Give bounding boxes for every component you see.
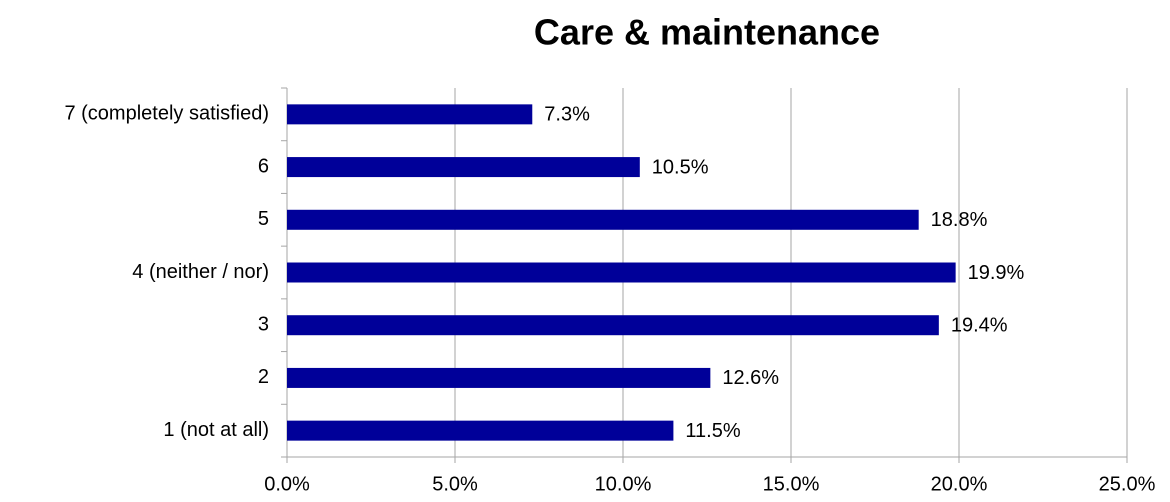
value-label: 11.5%	[685, 420, 740, 442]
value-label: 10.5%	[652, 156, 709, 178]
value-label: 18.8%	[931, 209, 988, 231]
chart-title: Care & maintenance	[534, 12, 880, 53]
bar	[287, 367, 711, 388]
bar	[287, 209, 919, 230]
y-tick-label: 2	[258, 366, 269, 388]
x-tick-label: 5.0%	[432, 473, 478, 495]
x-tick-label: 0.0%	[264, 473, 310, 495]
x-tick-label: 15.0%	[763, 473, 820, 495]
value-label: 12.6%	[722, 367, 779, 389]
y-tick-label: 3	[258, 313, 269, 335]
y-tick-label: 5	[258, 208, 269, 230]
value-label: 19.4%	[951, 314, 1008, 336]
x-tick-label: 25.0%	[1099, 473, 1156, 495]
value-label: 19.9%	[968, 262, 1025, 284]
y-tick-label: 4 (neither / nor)	[132, 261, 269, 283]
bar	[287, 104, 533, 125]
bar	[287, 420, 674, 441]
x-tick-label: 20.0%	[931, 473, 988, 495]
bar	[287, 315, 939, 336]
y-tick-label: 1 (not at all)	[163, 419, 269, 441]
y-tick-label: 6	[258, 155, 269, 177]
bar	[287, 157, 640, 178]
value-label: 7.3%	[544, 104, 590, 126]
y-tick-label: 7 (completely satisfied)	[64, 103, 269, 125]
x-tick-label: 10.0%	[595, 473, 652, 495]
bar	[287, 262, 956, 283]
